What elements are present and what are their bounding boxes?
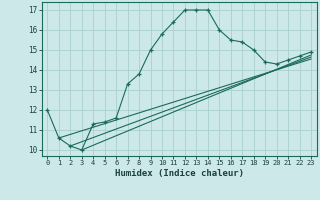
X-axis label: Humidex (Indice chaleur): Humidex (Indice chaleur) — [115, 169, 244, 178]
